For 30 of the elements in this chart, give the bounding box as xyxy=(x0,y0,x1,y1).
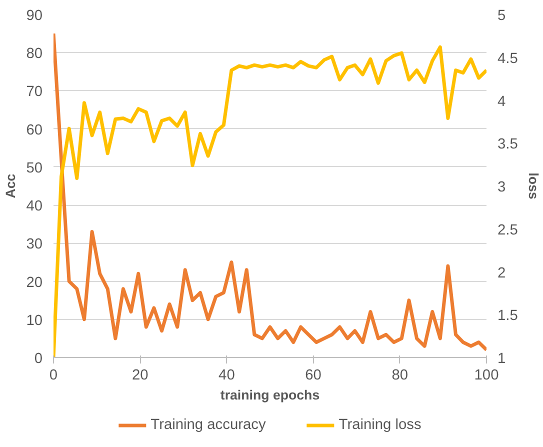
y-tick-label: 0 xyxy=(34,351,43,367)
y-tick-label: 80 xyxy=(26,46,43,62)
y-tick-label: 30 xyxy=(26,236,43,253)
y2-tick-label: 1 xyxy=(498,351,506,367)
x-tick-label: 20 xyxy=(132,368,148,384)
x-tick-label: 80 xyxy=(392,368,408,384)
y-tick-label: 70 xyxy=(26,84,43,100)
y2-tick-label: 5 xyxy=(498,8,506,24)
x-axis-title: training epochs xyxy=(220,388,320,402)
y-tick-label: 10 xyxy=(26,312,43,329)
x-tick-label: 40 xyxy=(218,368,235,384)
y-tick-label: 20 xyxy=(26,274,43,291)
legend-label: Training accuracy xyxy=(150,417,266,433)
y2-tick-label: 1.5 xyxy=(498,308,518,324)
y2-tick-label: 2.5 xyxy=(498,222,518,238)
y2-tick-label: 2 xyxy=(498,265,506,282)
x-tick-label: 0 xyxy=(49,368,58,384)
y2-tick-label: 4 xyxy=(498,94,506,110)
y-tick-label: 40 xyxy=(26,198,43,215)
y-tick-label: 60 xyxy=(26,122,43,138)
y2-tick-label: 3 xyxy=(498,180,506,196)
y2-tick-label: 3.5 xyxy=(498,136,518,153)
y-axis-title: Acc xyxy=(3,173,18,198)
y-tick-label: 50 xyxy=(26,160,43,176)
y-tick-label: 90 xyxy=(26,8,43,24)
y2-axis-title: loss xyxy=(526,172,541,200)
y2-tick-label: 4.5 xyxy=(498,50,518,67)
x-tick-label: 60 xyxy=(305,368,322,384)
legend-label: Training loss xyxy=(338,417,422,433)
x-tick-label: 100 xyxy=(474,368,499,384)
